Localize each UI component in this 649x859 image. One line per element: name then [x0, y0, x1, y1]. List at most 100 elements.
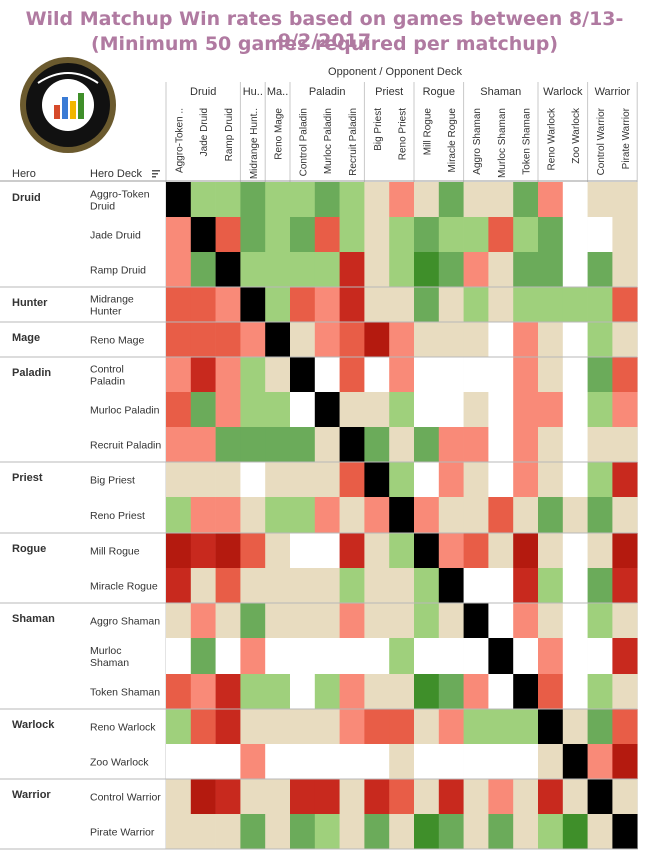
matchup-cell [240, 779, 266, 815]
matchup-cell [414, 814, 440, 850]
sort-icon [152, 170, 160, 178]
matchup-cell [190, 287, 216, 323]
matchup-cell [562, 392, 588, 428]
hero-class-label: Priest [12, 472, 43, 484]
matchup-cell [612, 638, 638, 675]
opponent-deck-label: Midrange Hunt.. [249, 108, 260, 179]
matchup-cell [438, 182, 464, 218]
matchup-cell [414, 392, 440, 428]
matchup-cell [562, 533, 588, 569]
hero-deck-label: Mill Rogue [90, 546, 140, 558]
matchup-cell [587, 497, 613, 534]
matchup-cell [265, 568, 291, 604]
matchup-cell [587, 603, 613, 639]
matchup-cell [463, 392, 489, 428]
matchup-cell [513, 427, 539, 463]
matchup-cell [240, 217, 266, 253]
matchup-cell [389, 252, 415, 288]
matchup-cell [513, 392, 539, 428]
hero-deck-label: Miracle Rogue [90, 581, 158, 593]
matchup-cell [290, 357, 316, 393]
matchup-cell [587, 638, 613, 675]
matchup-cell [339, 357, 365, 393]
matchup-cell [414, 462, 440, 498]
matchup-cell [488, 638, 514, 675]
hero-class-label: Hunter [12, 297, 48, 309]
matchup-cell [414, 287, 440, 323]
matchup-cell [215, 779, 241, 815]
opponent-deck-label: Ramp Druid [224, 108, 235, 161]
matchup-cell [389, 533, 415, 569]
opponent-deck-label: Miracle Rogue [447, 108, 458, 173]
opponent-class-header: Paladin [309, 86, 346, 98]
matchup-cell [290, 462, 316, 498]
matchup-cell [166, 603, 192, 639]
matchup-cell [290, 533, 316, 569]
matchup-cell [438, 638, 464, 675]
matchup-cell [463, 217, 489, 253]
hero-class-label: Paladin [12, 367, 51, 379]
matchup-cell [265, 779, 291, 815]
matchup-cell [389, 744, 415, 780]
matchup-cell [240, 568, 266, 604]
matchup-cell [265, 674, 291, 710]
matchup-cell [612, 462, 638, 498]
matchup-cell [488, 462, 514, 498]
hero-deck-label: Pirate Warrior [90, 827, 155, 839]
matchup-cell [538, 814, 564, 850]
matchup-cell [389, 217, 415, 253]
matchup-cell [290, 427, 316, 463]
matchup-cell [290, 638, 316, 675]
matchup-cell [612, 568, 638, 604]
matchup-cell [314, 252, 340, 288]
matchup-cell [612, 603, 638, 639]
matchup-cell [488, 814, 514, 850]
matchup-cell [314, 497, 340, 534]
matchup-cell [438, 814, 464, 850]
opponent-deck-label: Control Warrior [596, 107, 607, 175]
matchup-cell [538, 744, 564, 780]
matchup-cell [166, 427, 192, 463]
matchup-cell [389, 568, 415, 604]
matchup-cell [488, 287, 514, 323]
matchup-cell [389, 287, 415, 323]
matchup-cell [488, 252, 514, 288]
opponent-class-header: Rogue [423, 86, 455, 98]
matchup-cell [414, 568, 440, 604]
matchup-cell [240, 287, 266, 323]
matchup-cell [290, 814, 316, 850]
matchup-cell [190, 709, 216, 745]
matchup-cell [290, 497, 316, 534]
matchup-cell [414, 322, 440, 358]
matchup-cell [215, 322, 241, 358]
hero-deck-label: Big Priest [90, 475, 135, 487]
matchup-cell [215, 392, 241, 428]
matchup-cell [290, 217, 316, 253]
opponent-deck-label: Murloc Shaman [497, 108, 508, 178]
matchup-cell [389, 779, 415, 815]
matchup-cell [538, 709, 564, 745]
matchup-cell [339, 287, 365, 323]
matchup-cell [265, 603, 291, 639]
matchup-cell [339, 322, 365, 358]
matchup-cell [364, 744, 390, 780]
matchup-cell [215, 462, 241, 498]
matchup-cell [215, 568, 241, 604]
matchup-cell [314, 674, 340, 710]
matchup-cell [339, 217, 365, 253]
opponent-deck-label: Control Paladin [298, 108, 309, 176]
matchup-cell [290, 568, 316, 604]
matchup-cell [314, 182, 340, 218]
matchup-cell [166, 674, 192, 710]
matchup-cell [612, 497, 638, 534]
opponent-class-header: Hu.. [243, 86, 263, 98]
matchup-cell [190, 497, 216, 534]
matchup-cell [215, 709, 241, 745]
matchup-cell [240, 357, 266, 393]
matchup-cell [166, 182, 192, 218]
matchup-cell [488, 568, 514, 604]
matchup-cell [538, 462, 564, 498]
matchup-cell [587, 322, 613, 358]
matchup-cell [265, 217, 291, 253]
matchup-cell [265, 427, 291, 463]
